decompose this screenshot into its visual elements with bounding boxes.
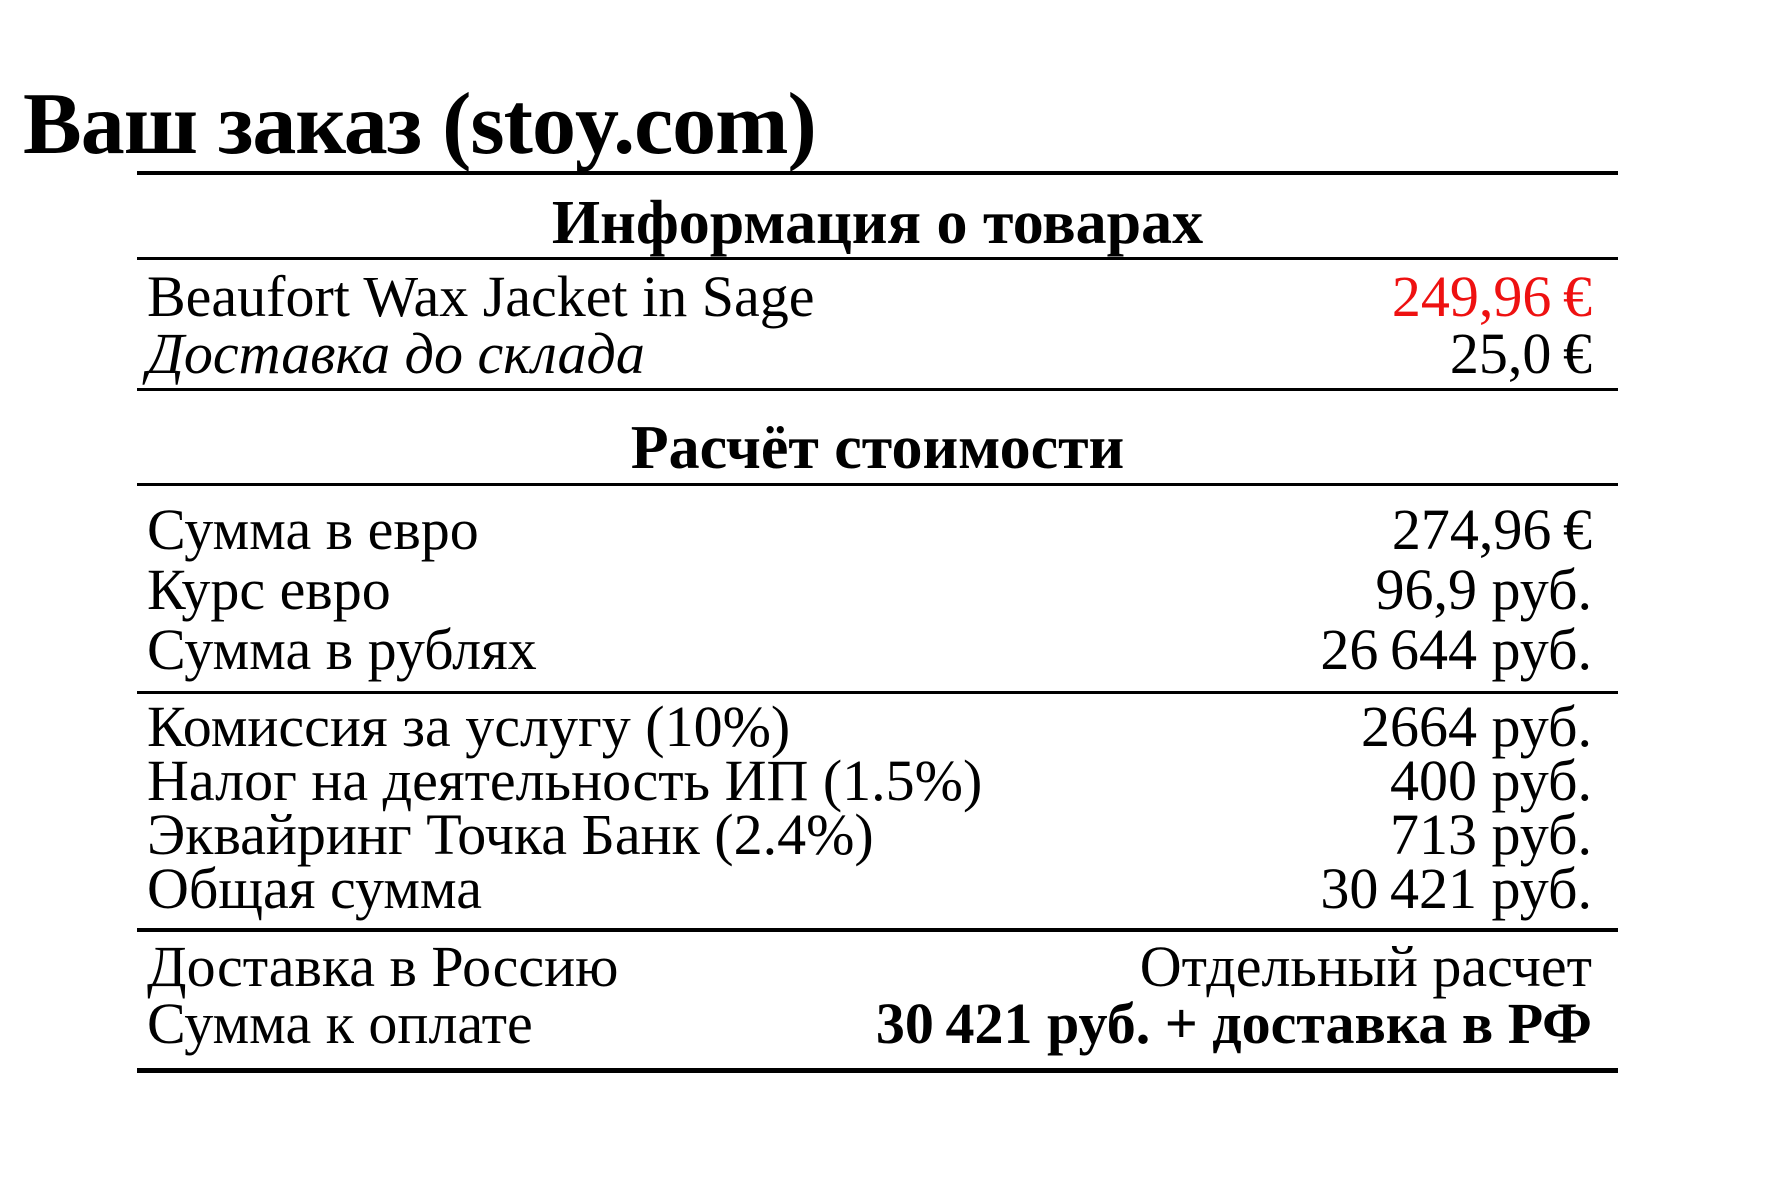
fees-rows: Комиссия за услугу (10%) 2664 руб. Налог… (137, 694, 1618, 928)
amount-due-value: 30 421 руб. + доставка в РФ (875, 991, 1592, 1056)
rule-above-fees (137, 691, 1618, 694)
page-title: Ваш заказ (stoy.com) (23, 75, 817, 173)
russia-delivery-label: Доставка в Россию (147, 934, 619, 999)
table-row: Доставка в Россию Отдельный расчет (137, 934, 1618, 999)
table-row: Комиссия за услугу (10%) 2664 руб. (137, 694, 1618, 759)
amount-due-label: Сумма к оплате (147, 991, 533, 1056)
warehouse-delivery-label: Доставка до склада (147, 321, 645, 386)
table-row: Сумма в евро 274,96 € (137, 500, 1618, 560)
service-fee-label: Комиссия за услугу (10%) (147, 694, 791, 759)
table-row: Сумма к оплате 30 421 руб. + доставка в … (137, 991, 1618, 1056)
russia-delivery-value: Отдельный расчет (1139, 934, 1592, 999)
euro-rows: Сумма в евро 274,96 € Курс евро 96,9 руб… (137, 486, 1618, 691)
table-row: Сумма в рублях 26 644 руб. (137, 620, 1618, 680)
table-top-rule (137, 171, 1618, 175)
sum-in-euro-value: 274,96 € (1391, 497, 1592, 562)
acquiring-value: 713 руб. (1390, 802, 1592, 867)
rule-above-total (137, 928, 1618, 932)
tax-value: 400 руб. (1390, 748, 1592, 813)
section-header-costs: Расчёт стоимости (630, 414, 1125, 482)
acquiring-label: Эквайринг Точка Банк (2.4%) (147, 802, 874, 867)
table-row: Доставка до склада 25,0 € (137, 321, 1618, 386)
product-price: 249,96 € (1391, 264, 1592, 329)
table-row: Курс евро 96,9 руб. (137, 560, 1618, 620)
sum-in-euro-label: Сумма в евро (147, 497, 479, 562)
table-bottom-rule (137, 1068, 1618, 1073)
table-row: Beaufort Wax Jacket in Sage 249,96 € (137, 264, 1618, 329)
total-rows: Доставка в Россию Отдельный расчет Сумма… (137, 932, 1618, 1068)
rule-below-products-header (137, 257, 1618, 260)
service-fee-value: 2664 руб. (1361, 694, 1592, 759)
sum-in-rubles-value: 26 644 руб. (1320, 617, 1592, 682)
section-header-products: Информация о товарах (551, 189, 1204, 257)
euro-rate-label: Курс евро (147, 557, 391, 622)
total-sum-value: 30 421 руб. (1320, 856, 1592, 921)
rule-above-costs-header (137, 388, 1618, 391)
tax-label: Налог на деятельность ИП (1.5%) (147, 748, 983, 813)
products-rows: Beaufort Wax Jacket in Sage 249,96 € Дос… (137, 260, 1618, 388)
rule-below-costs-header (137, 483, 1618, 486)
product-name: Beaufort Wax Jacket in Sage (147, 264, 815, 329)
total-sum-label: Общая сумма (147, 856, 482, 921)
warehouse-delivery-price: 25,0 € (1449, 321, 1592, 386)
sum-in-rubles-label: Сумма в рублях (147, 617, 537, 682)
table-row: Налог на деятельность ИП (1.5%) 400 руб. (137, 748, 1618, 813)
euro-rate-value: 96,9 руб. (1375, 557, 1592, 622)
table-row: Общая сумма 30 421 руб. (137, 856, 1618, 921)
order-summary-table: Информация о товарах Beaufort Wax Jacket… (137, 171, 1618, 1073)
table-row: Эквайринг Точка Банк (2.4%) 713 руб. (137, 802, 1618, 867)
